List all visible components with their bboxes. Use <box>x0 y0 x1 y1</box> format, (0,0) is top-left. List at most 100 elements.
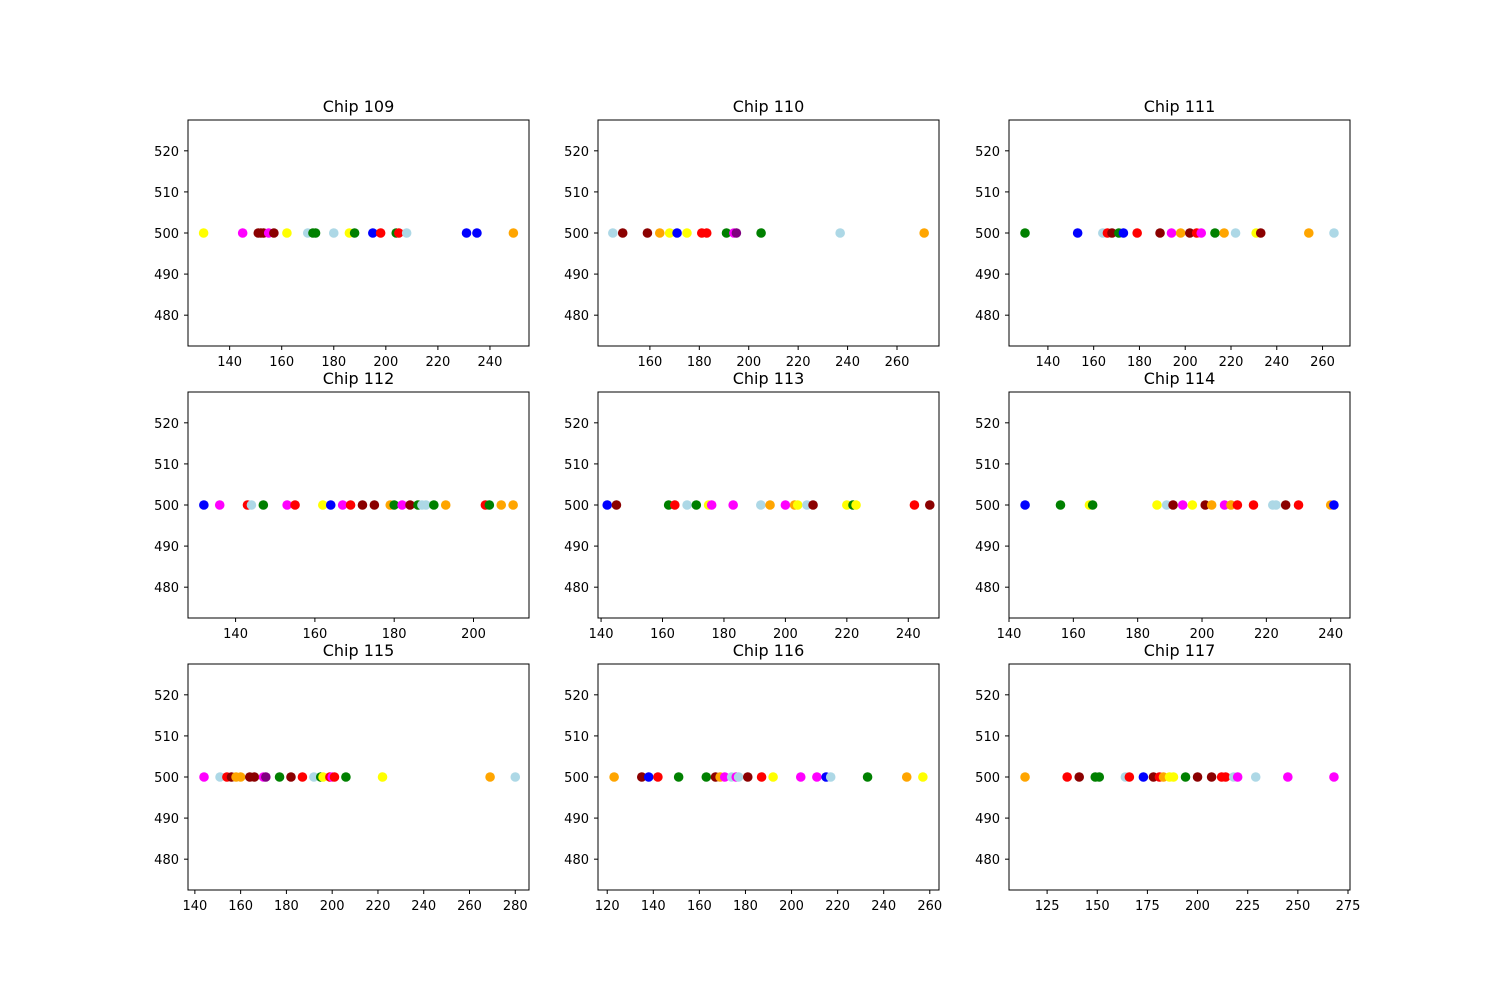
scatter-point <box>1210 228 1220 238</box>
scatter-point <box>269 228 279 238</box>
scatter-point <box>215 772 225 782</box>
scatter-point <box>1020 500 1030 510</box>
subplot-title: Chip 113 <box>733 369 805 388</box>
x-tick-label: 160 <box>637 355 662 370</box>
x-tick-label: 160 <box>1061 627 1086 642</box>
scatter-point <box>274 772 285 782</box>
scatter-point <box>742 772 753 782</box>
x-tick-label: 160 <box>687 899 712 914</box>
x-tick-label: 240 <box>896 627 921 642</box>
x-tick-label: 140 <box>641 899 666 914</box>
x-tick-label: 180 <box>1125 627 1150 642</box>
y-tick-label: 520 <box>564 689 589 704</box>
x-tick-label: 260 <box>917 899 942 914</box>
subplot-title: Chip 117 <box>1144 641 1216 660</box>
scatter-point <box>1132 228 1142 238</box>
scatter-point <box>1138 772 1149 782</box>
scatter-point <box>1230 228 1241 238</box>
scatter-point <box>851 500 861 510</box>
scatter-point <box>1177 500 1188 510</box>
scatter-point <box>733 772 744 782</box>
scatter-point <box>368 228 378 238</box>
y-tick-label: 480 <box>154 581 179 596</box>
scatter-point <box>1020 228 1030 238</box>
scatter-point <box>1180 772 1191 782</box>
x-tick-label: 200 <box>736 355 761 370</box>
subplot: Chip 113 140 160 180 200 220 240 480 490 500 510 52… <box>564 369 940 642</box>
scatter-point <box>608 228 618 238</box>
x-tick-label: 250 <box>1285 899 1310 914</box>
subplot-title: Chip 110 <box>733 97 805 116</box>
y-tick-label: 500 <box>975 227 1000 242</box>
scatter-point <box>1271 500 1281 510</box>
scatter-point <box>1248 500 1259 510</box>
y-tick-label: 480 <box>564 581 589 596</box>
scatter-point <box>440 500 451 510</box>
scatter-point <box>701 228 712 238</box>
scatter-point <box>1020 772 1030 782</box>
y-tick-label: 480 <box>975 853 1000 868</box>
scatter-point <box>1168 500 1178 510</box>
y-tick-label: 500 <box>564 771 589 786</box>
x-tick-label: 140 <box>217 355 242 370</box>
scatter-point <box>825 772 836 782</box>
scatter-point <box>258 500 269 510</box>
y-tick-label: 480 <box>154 853 179 868</box>
scatter-point <box>719 772 730 782</box>
subplot-title: Chip 115 <box>323 641 395 660</box>
scatter-point <box>653 772 663 782</box>
scatter-point <box>1192 772 1203 782</box>
y-tick-label: 480 <box>154 309 179 324</box>
scatter-point <box>235 772 246 782</box>
scatter-point <box>357 500 368 510</box>
x-tick-label: 150 <box>1085 899 1110 914</box>
x-tick-label: 240 <box>411 899 436 914</box>
x-tick-label: 240 <box>871 899 896 914</box>
scatter-point <box>349 228 360 238</box>
scatter-point <box>472 228 482 238</box>
scatter-point <box>461 228 472 238</box>
scatter-point <box>682 228 692 238</box>
y-tick-label: 500 <box>154 227 179 242</box>
x-tick-label: 200 <box>1190 627 1215 642</box>
scatter-point <box>909 500 920 510</box>
x-tick-label: 220 <box>834 627 859 642</box>
scatter-point <box>835 228 845 238</box>
scatter-point <box>1118 228 1129 238</box>
y-tick-label: 520 <box>154 417 179 432</box>
x-tick-label: 160 <box>650 627 675 642</box>
x-tick-label: 140 <box>589 627 614 642</box>
y-tick-label: 510 <box>564 186 589 201</box>
scatter-point <box>664 228 675 238</box>
x-tick-label: 140 <box>182 899 207 914</box>
y-tick-label: 510 <box>975 186 1000 201</box>
y-tick-label: 490 <box>564 268 589 283</box>
y-tick-label: 510 <box>975 730 1000 745</box>
scatter-point <box>1283 772 1293 782</box>
y-tick-label: 500 <box>564 499 589 514</box>
subplot: Chip 110 160 180 200 220 240 260 480 490 500 510 52… <box>564 97 940 370</box>
scatter-point <box>1155 228 1165 238</box>
x-tick-label: 180 <box>321 355 346 370</box>
scatter-point <box>318 500 328 510</box>
scatter-point <box>1124 772 1135 782</box>
scatter-point <box>510 772 521 782</box>
scatter-point <box>1255 228 1266 238</box>
scatter-point <box>1152 500 1162 510</box>
scatter-point <box>485 772 495 782</box>
x-tick-label: 160 <box>302 627 327 642</box>
x-tick-label: 240 <box>1318 627 1343 642</box>
scatter-point <box>728 500 738 510</box>
scatter-point <box>654 228 665 238</box>
scatter-point <box>282 500 292 510</box>
y-tick-label: 520 <box>975 417 1000 432</box>
scatter-point <box>1232 500 1243 510</box>
x-tick-label: 120 <box>595 899 620 914</box>
scatter-point <box>1329 772 1339 782</box>
scatter-point <box>792 500 803 510</box>
scatter-point <box>1087 500 1098 510</box>
x-tick-label: 240 <box>1264 355 1289 370</box>
scatter-point <box>1055 500 1066 510</box>
scatter-point <box>1232 772 1243 782</box>
